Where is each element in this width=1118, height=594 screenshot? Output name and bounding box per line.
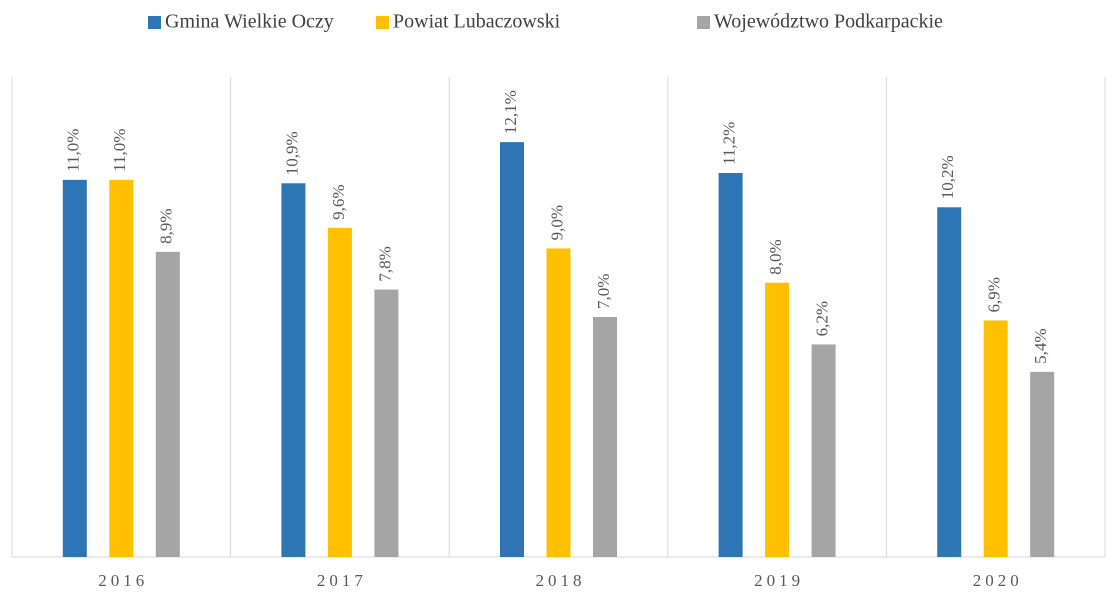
bar bbox=[983, 320, 1008, 557]
value-label: 7,0% bbox=[594, 274, 613, 309]
bar bbox=[155, 251, 180, 557]
x-tick-label: 2020 bbox=[973, 571, 1023, 590]
value-label: 11,0% bbox=[110, 129, 129, 172]
bar bbox=[1030, 371, 1055, 557]
bar bbox=[327, 227, 352, 557]
value-label: 12,1% bbox=[501, 90, 520, 134]
bar bbox=[811, 344, 836, 557]
bar bbox=[109, 179, 134, 557]
value-label: 5,4% bbox=[1031, 328, 1050, 363]
value-label: 9,0% bbox=[547, 205, 566, 240]
value-label: 10,2% bbox=[938, 155, 957, 199]
x-tick-label: 2016 bbox=[98, 571, 148, 590]
bar bbox=[593, 317, 617, 557]
legend-label: Gmina Wielkie Oczy bbox=[165, 11, 334, 33]
value-label: 8,9% bbox=[157, 208, 176, 243]
value-label: 11,2% bbox=[720, 122, 739, 165]
bar bbox=[374, 289, 399, 557]
x-tick-label: 2018 bbox=[536, 571, 586, 590]
bar bbox=[718, 173, 743, 557]
value-label: 8,0% bbox=[766, 239, 785, 274]
legend-swatch bbox=[148, 16, 161, 29]
bar bbox=[281, 183, 306, 558]
value-label: 7,8% bbox=[375, 246, 394, 281]
bar bbox=[765, 282, 790, 557]
legend-swatch bbox=[697, 16, 710, 29]
bar bbox=[62, 179, 87, 557]
legend: Gmina Wielkie Oczy Powiat Lubaczowski Woje… bbox=[148, 11, 943, 33]
x-tick-label: 2019 bbox=[754, 571, 804, 590]
value-label: 6,2% bbox=[813, 301, 832, 336]
bar bbox=[937, 207, 962, 558]
bar bbox=[546, 248, 571, 557]
legend-label: Województwo Podkarpackie bbox=[714, 11, 943, 33]
value-label: 10,9% bbox=[282, 131, 301, 175]
value-label: 9,6% bbox=[329, 184, 348, 219]
x-tick-label: 2017 bbox=[317, 571, 367, 590]
value-label: 6,9% bbox=[985, 277, 1004, 312]
legend-swatch bbox=[376, 16, 389, 29]
bar bbox=[500, 142, 524, 557]
value-label: 11,0% bbox=[64, 129, 83, 172]
legend-label: Powiat Lubaczowski bbox=[393, 11, 561, 33]
